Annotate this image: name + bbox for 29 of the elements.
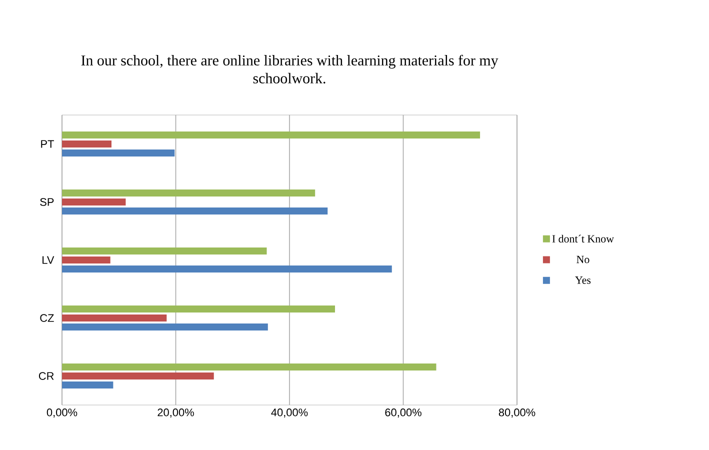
x-tick-label: 40,00% xyxy=(271,408,308,418)
y-tick-label: LV xyxy=(42,256,54,264)
chart-title: In our school, there are online libraries with learning materials for my schoolwork. xyxy=(81,54,498,84)
bar xyxy=(62,306,335,313)
bar xyxy=(62,265,392,272)
legend-label: I dont´t Know xyxy=(552,234,614,243)
y-tick-label: CZ xyxy=(40,314,54,322)
bar xyxy=(62,364,436,371)
bar xyxy=(62,256,110,264)
bar xyxy=(62,132,480,139)
bar xyxy=(62,314,167,322)
y-tick-label: PT xyxy=(41,140,54,148)
legend-label: Yes xyxy=(575,276,591,284)
bar xyxy=(62,372,214,380)
y-tick-label: SP xyxy=(40,198,54,206)
bar xyxy=(62,248,267,255)
x-tick-label: 80,00% xyxy=(498,408,536,418)
bar xyxy=(62,323,268,330)
text: No xyxy=(576,256,590,264)
bar xyxy=(62,190,316,197)
x-tick-label: 60,00% xyxy=(385,408,422,418)
x-tick-label: 0,00% xyxy=(46,408,78,418)
bar xyxy=(62,198,126,206)
bar xyxy=(62,381,114,388)
bar xyxy=(62,149,175,156)
bar xyxy=(62,140,112,148)
x-tick-label: 20,00% xyxy=(158,408,194,418)
y-tick-label: CR xyxy=(38,372,54,380)
bar xyxy=(62,207,328,214)
